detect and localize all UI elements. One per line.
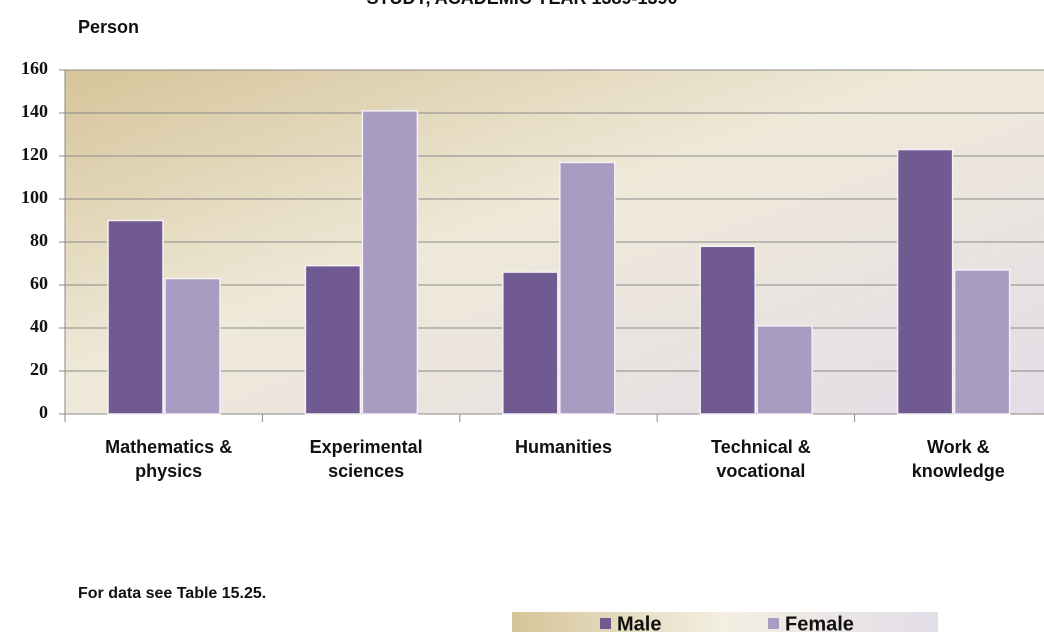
- bar: [361, 110, 419, 415]
- bar: [559, 161, 616, 415]
- x-tick-label: Work & knowledge: [911, 437, 1005, 481]
- bar: [304, 264, 362, 415]
- bar: [953, 269, 1011, 415]
- y-tick-label: 160: [21, 58, 48, 78]
- legend-swatch: [600, 618, 611, 629]
- x-tick-label: Experimental sciences: [309, 437, 423, 481]
- note: For data see Table 15.25.: [78, 585, 267, 602]
- legend-swatch: [768, 618, 779, 629]
- y-tick-label: 40: [30, 316, 48, 336]
- bar: [502, 271, 559, 415]
- y-tick-label: 120: [21, 144, 48, 164]
- y-axis-label: Person: [78, 17, 140, 37]
- bar: [699, 245, 756, 415]
- legend-label: Female: [785, 613, 854, 632]
- bar: [756, 325, 813, 415]
- y-tick-label: 80: [30, 230, 48, 250]
- x-tick-label: Technical & vocational: [711, 437, 811, 481]
- bar: [164, 277, 221, 415]
- legend: [512, 612, 938, 632]
- y-tick-label: 140: [21, 101, 48, 121]
- bar: [896, 148, 954, 415]
- bar: [107, 219, 164, 415]
- y-tick-label: 60: [30, 273, 48, 293]
- chart-title: STUDY, ACADEMIC YEAR 1389-1390: [0, 0, 1044, 9]
- x-tick-label: Mathematics & physics: [105, 437, 233, 481]
- y-tick-label: 100: [21, 187, 48, 207]
- x-tick-label: Humanities: [514, 437, 613, 457]
- legend-label: Male: [617, 613, 661, 632]
- y-tick-label: 0: [39, 402, 48, 422]
- y-tick-label: 20: [30, 359, 48, 379]
